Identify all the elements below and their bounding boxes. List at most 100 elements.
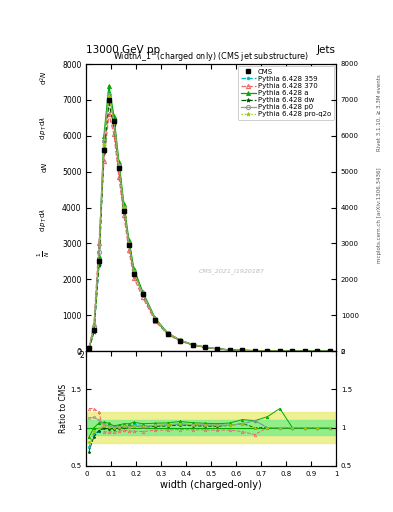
Pythia 6.428 359 bbox=[92, 328, 96, 334]
Pythia 6.428 p0 bbox=[327, 348, 332, 354]
Pythia 6.428 370 bbox=[265, 348, 270, 354]
Pythia 6.428 p0 bbox=[240, 347, 245, 353]
Y-axis label: Ratio to CMS: Ratio to CMS bbox=[59, 384, 68, 433]
Pythia 6.428 dw bbox=[303, 348, 307, 354]
Pythia 6.428 pro-q2o bbox=[228, 347, 232, 353]
Line: Pythia 6.428 359: Pythia 6.428 359 bbox=[88, 91, 331, 352]
Title: Width$\lambda\_1^1$ (charged only) (CMS jet substructure): Width$\lambda\_1^1$ (charged only) (CMS … bbox=[113, 50, 309, 64]
Pythia 6.428 370 bbox=[253, 348, 257, 354]
Pythia 6.428 pro-q2o bbox=[203, 344, 208, 350]
Pythia 6.428 370 bbox=[315, 348, 320, 354]
Text: $\mathrm{d}N$: $\mathrm{d}N$ bbox=[40, 162, 49, 173]
Pythia 6.428 dw bbox=[190, 342, 195, 348]
Pythia 6.428 p0 bbox=[153, 316, 158, 322]
Pythia 6.428 370 bbox=[132, 274, 136, 281]
Pythia 6.428 dw bbox=[327, 348, 332, 354]
Text: Jets: Jets bbox=[317, 45, 336, 55]
Text: Rivet 3.1.10, ≥ 3.3M events: Rivet 3.1.10, ≥ 3.3M events bbox=[377, 74, 382, 151]
Pythia 6.428 359 bbox=[178, 337, 182, 344]
Pythia 6.428 a bbox=[290, 348, 295, 354]
Pythia 6.428 359 bbox=[303, 348, 307, 354]
Pythia 6.428 359 bbox=[190, 342, 195, 348]
CMS bbox=[240, 347, 245, 353]
CMS bbox=[315, 348, 320, 354]
Pythia 6.428 pro-q2o bbox=[303, 348, 307, 354]
Pythia 6.428 a bbox=[215, 346, 220, 352]
Pythia 6.428 pro-q2o bbox=[178, 337, 182, 344]
Text: $\mathrm{d}^2N$: $\mathrm{d}^2N$ bbox=[39, 70, 50, 84]
Pythia 6.428 370 bbox=[215, 346, 220, 352]
CMS bbox=[327, 348, 332, 354]
Pythia 6.428 dw bbox=[203, 344, 208, 350]
CMS bbox=[215, 346, 220, 352]
Bar bbox=[86, 420, 336, 435]
Line: Pythia 6.428 p0: Pythia 6.428 p0 bbox=[87, 93, 332, 353]
Pythia 6.428 359 bbox=[240, 347, 245, 353]
Pythia 6.428 dw bbox=[153, 316, 158, 323]
Text: $\mathrm{d}\,p_T\,\mathrm{d}\lambda$: $\mathrm{d}\,p_T\,\mathrm{d}\lambda$ bbox=[39, 116, 49, 140]
Pythia 6.428 dw bbox=[92, 329, 96, 335]
Pythia 6.428 370 bbox=[101, 158, 106, 164]
Pythia 6.428 a bbox=[228, 347, 232, 353]
Line: Pythia 6.428 370: Pythia 6.428 370 bbox=[87, 112, 332, 353]
Pythia 6.428 dw bbox=[86, 346, 91, 352]
CMS bbox=[140, 291, 145, 297]
Pythia 6.428 370 bbox=[153, 318, 158, 324]
Pythia 6.428 p0 bbox=[86, 345, 91, 351]
Pythia 6.428 pro-q2o bbox=[165, 330, 170, 336]
Pythia 6.428 pro-q2o bbox=[290, 348, 295, 354]
Pythia 6.428 p0 bbox=[290, 348, 295, 354]
Pythia 6.428 dw bbox=[228, 347, 232, 353]
Pythia 6.428 pro-q2o bbox=[253, 348, 257, 354]
Pythia 6.428 370 bbox=[92, 321, 96, 327]
Line: Pythia 6.428 dw: Pythia 6.428 dw bbox=[87, 101, 332, 353]
Pythia 6.428 a bbox=[303, 348, 307, 354]
Pythia 6.428 dw bbox=[140, 291, 145, 297]
Pythia 6.428 dw bbox=[97, 262, 101, 268]
Pythia 6.428 359 bbox=[121, 204, 126, 210]
Pythia 6.428 359 bbox=[265, 348, 270, 354]
Pythia 6.428 p0 bbox=[165, 330, 170, 336]
Pythia 6.428 370 bbox=[290, 348, 295, 354]
CMS bbox=[97, 258, 101, 264]
CMS bbox=[127, 242, 131, 248]
Pythia 6.428 p0 bbox=[228, 347, 232, 353]
Pythia 6.428 359 bbox=[253, 348, 257, 354]
Pythia 6.428 370 bbox=[127, 247, 131, 253]
Pythia 6.428 359 bbox=[132, 267, 136, 273]
Pythia 6.428 dw bbox=[107, 100, 111, 106]
Pythia 6.428 dw bbox=[132, 269, 136, 275]
CMS bbox=[290, 348, 295, 354]
Pythia 6.428 a bbox=[107, 82, 111, 89]
Pythia 6.428 p0 bbox=[112, 118, 116, 124]
Pythia 6.428 359 bbox=[315, 348, 320, 354]
Pythia 6.428 pro-q2o bbox=[127, 241, 131, 247]
Pythia 6.428 pro-q2o bbox=[101, 142, 106, 148]
Line: Pythia 6.428 pro-q2o: Pythia 6.428 pro-q2o bbox=[87, 94, 332, 353]
Pythia 6.428 370 bbox=[121, 212, 126, 219]
Pythia 6.428 dw bbox=[178, 337, 182, 344]
Pythia 6.428 p0 bbox=[203, 344, 208, 350]
Pythia 6.428 a bbox=[121, 201, 126, 207]
Pythia 6.428 dw bbox=[165, 330, 170, 336]
CMS bbox=[107, 97, 111, 103]
Pythia 6.428 a bbox=[112, 113, 116, 119]
Pythia 6.428 a bbox=[127, 237, 131, 243]
Text: $\mathrm{d}\,p_T\,\mathrm{d}\lambda$: $\mathrm{d}\,p_T\,\mathrm{d}\lambda$ bbox=[39, 207, 49, 232]
Pythia 6.428 dw bbox=[253, 348, 257, 354]
Pythia 6.428 370 bbox=[117, 174, 121, 180]
CMS bbox=[178, 338, 182, 344]
Pythia 6.428 p0 bbox=[101, 138, 106, 144]
Pythia 6.428 p0 bbox=[190, 342, 195, 348]
Pythia 6.428 pro-q2o bbox=[277, 348, 282, 354]
Pythia 6.428 pro-q2o bbox=[327, 348, 332, 354]
Pythia 6.428 dw bbox=[277, 348, 282, 354]
Pythia 6.428 p0 bbox=[253, 348, 257, 354]
Pythia 6.428 359 bbox=[327, 348, 332, 354]
Pythia 6.428 p0 bbox=[107, 92, 111, 98]
Pythia 6.428 dw bbox=[315, 348, 320, 354]
Pythia 6.428 370 bbox=[327, 348, 332, 354]
Line: CMS: CMS bbox=[87, 98, 332, 353]
Pythia 6.428 p0 bbox=[178, 337, 182, 344]
Pythia 6.428 dw bbox=[215, 346, 220, 352]
